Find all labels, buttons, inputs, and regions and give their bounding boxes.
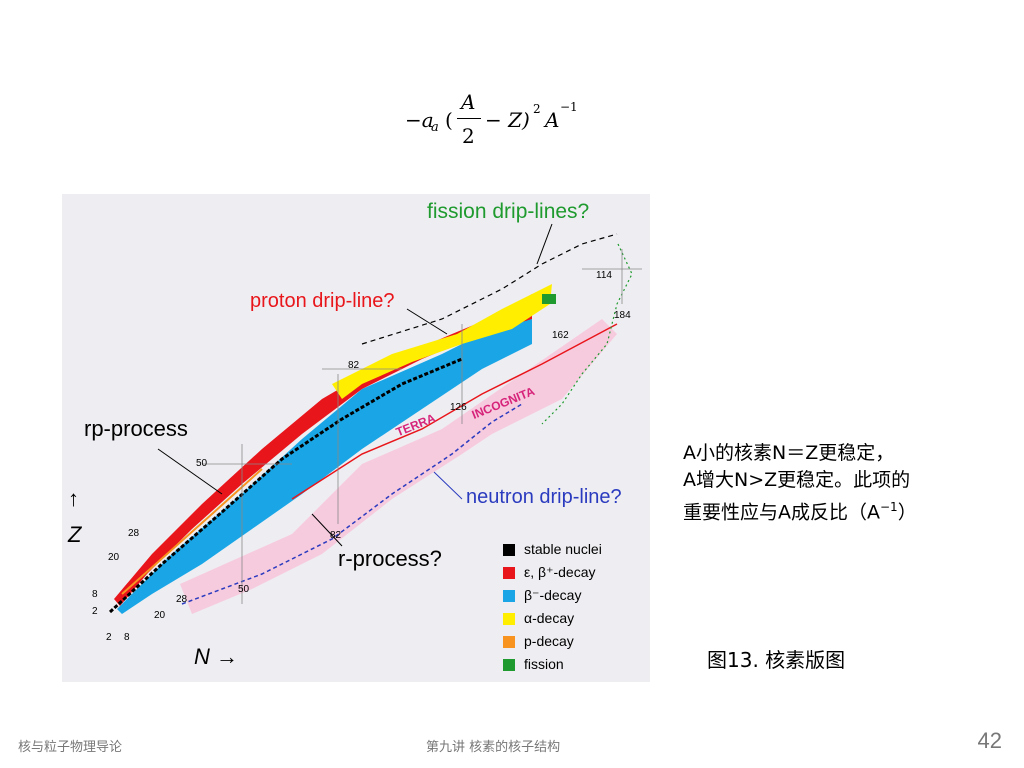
legend-swatch-p-decay (503, 636, 515, 648)
legend-label-stable: stable nuclei (524, 541, 602, 557)
magic-z-20: 20 (108, 552, 120, 563)
proton-drip-line (361, 233, 618, 345)
z-axis-label: Z (68, 522, 82, 547)
legend-swatch-stable (503, 544, 515, 556)
magic-n-20: 20 (154, 610, 166, 621)
nuclide-chart-graphic (108, 223, 642, 614)
explanation-line-3-sup: −1 (880, 500, 898, 514)
z-axis-arrow: ↑ (68, 486, 79, 511)
explanation-line-2: A增大N>Z更稳定。此项的 (683, 469, 911, 491)
nuclide-chart-figure: fission drip-lines? proton drip-line? rp… (62, 194, 650, 682)
formula-numerator: A (461, 90, 476, 114)
legend-swatch-beta-plus (503, 567, 515, 579)
n-axis-label: N → (194, 644, 238, 669)
explanation-line-3-end: ） (897, 501, 917, 524)
formula-exp-neg1: −1 (560, 100, 578, 114)
legend-label-p-decay: p-decay (524, 633, 574, 649)
legend-label-alpha: α-decay (524, 610, 575, 626)
formula-A: A (545, 108, 560, 132)
neutron-drip-line (181, 403, 523, 605)
magic-z-8: 8 (92, 589, 98, 600)
proton-drip-line-label: proton drip-line? (250, 290, 395, 312)
formula-minus-a: −a (405, 108, 434, 132)
terra-incognita-region (180, 319, 617, 614)
fission-drip-lines-label: fission drip-lines? (427, 200, 590, 223)
magic-n-2: 2 (106, 632, 112, 643)
legend-label-beta-minus: β⁻-decay (524, 587, 582, 603)
legend-swatch-fission (503, 659, 515, 671)
magic-z-50: 50 (196, 458, 208, 469)
formula-exp2: 2 (533, 102, 541, 116)
rp-process-label: rp-process (84, 416, 188, 441)
legend-label-beta-plus: ε, β⁺-decay (524, 564, 596, 580)
magic-n-184: 184 (614, 310, 631, 321)
magic-z-82: 82 (348, 360, 360, 371)
r-process-label: r-process? (338, 546, 442, 571)
magic-n-126: 126 (450, 402, 467, 413)
magic-z-28: 28 (128, 528, 140, 539)
fission-patch (542, 294, 556, 304)
explanation-line-3-main: 重要性应与A成反比（A (683, 501, 880, 524)
magic-grid (202, 249, 642, 604)
explanation-line-3: 重要性应与A成反比（A−1） (683, 494, 1003, 526)
magic-z-114: 114 (596, 270, 612, 281)
footer-lecture-title: 第九讲 核素的核子结构 (426, 740, 561, 755)
formula-paren-open: ( (445, 108, 453, 132)
footer-course-title: 核与粒子物理导论 (18, 740, 123, 755)
explanation-line-1: A小的核素N＝Z更稳定， (683, 442, 895, 464)
formula-denominator: 2 (462, 124, 475, 148)
figure-caption: 图13. 核素版图 (707, 648, 846, 672)
callout-lines (157, 223, 553, 547)
neutron-drip-line-label: neutron drip-line? (466, 486, 622, 508)
neutron-callout-line (433, 471, 463, 500)
magic-n-162: 162 (552, 330, 569, 341)
magic-n-50: 50 (238, 584, 250, 595)
legend-label-fission: fission (524, 656, 564, 672)
alpha-region (332, 284, 552, 399)
formula: −a a ( A 2 − Z) 2 A −1 (405, 88, 605, 158)
r-process-path (291, 323, 618, 500)
formula-minus-z: − Z) (485, 108, 530, 132)
rp-process-path (121, 468, 263, 595)
legend-swatch-beta-minus (503, 590, 515, 602)
magic-n-28: 28 (176, 594, 188, 605)
magic-n-8: 8 (124, 632, 130, 643)
fraction-bar (457, 118, 481, 119)
formula-sub-a: a (431, 120, 439, 135)
page-number: 42 (977, 728, 1002, 753)
magic-n-82: 82 (330, 530, 342, 541)
stable-valley (108, 357, 463, 614)
explanation-text: A小的核素N＝Z更稳定， A增大N>Z更稳定。此项的 重要性应与A成反比（A−1… (683, 440, 1003, 526)
beta-minus-band (117, 319, 532, 614)
magic-z-2: 2 (92, 606, 98, 617)
legend-swatch-alpha (503, 613, 515, 625)
